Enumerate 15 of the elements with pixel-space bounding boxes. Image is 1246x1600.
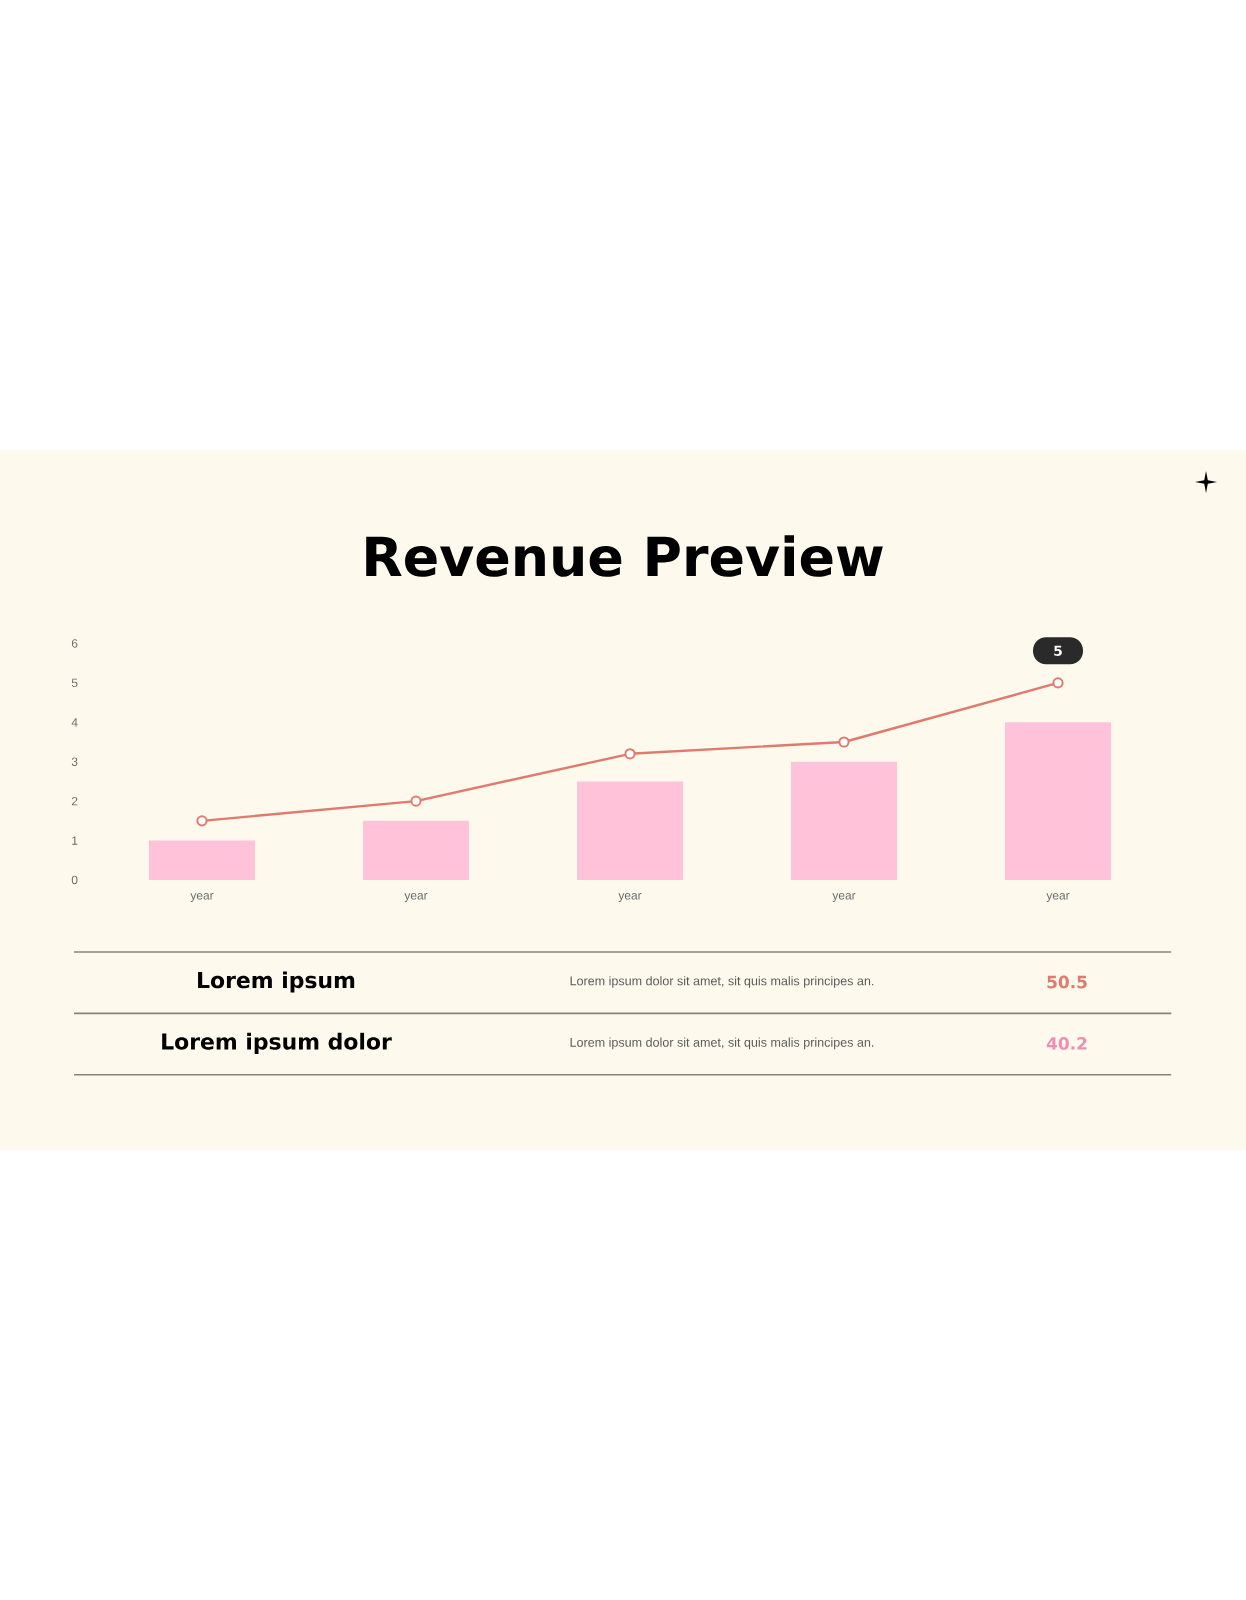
bar (149, 840, 255, 880)
point (1052, 677, 1064, 689)
point (838, 736, 850, 748)
text: Lorem ipsum dolor (162, 1032, 392, 1054)
text: 40.2 (1046, 1037, 1087, 1050)
point (196, 815, 208, 827)
bar (363, 820, 470, 880)
point (410, 795, 422, 807)
text: Lorem ipsum (198, 971, 355, 993)
point (624, 748, 636, 760)
bar (1005, 722, 1112, 880)
chart-title: Revenue Preview (366, 535, 883, 577)
bar (577, 781, 684, 880)
text: 50.5 (1047, 975, 1087, 989)
bar (791, 761, 898, 880)
